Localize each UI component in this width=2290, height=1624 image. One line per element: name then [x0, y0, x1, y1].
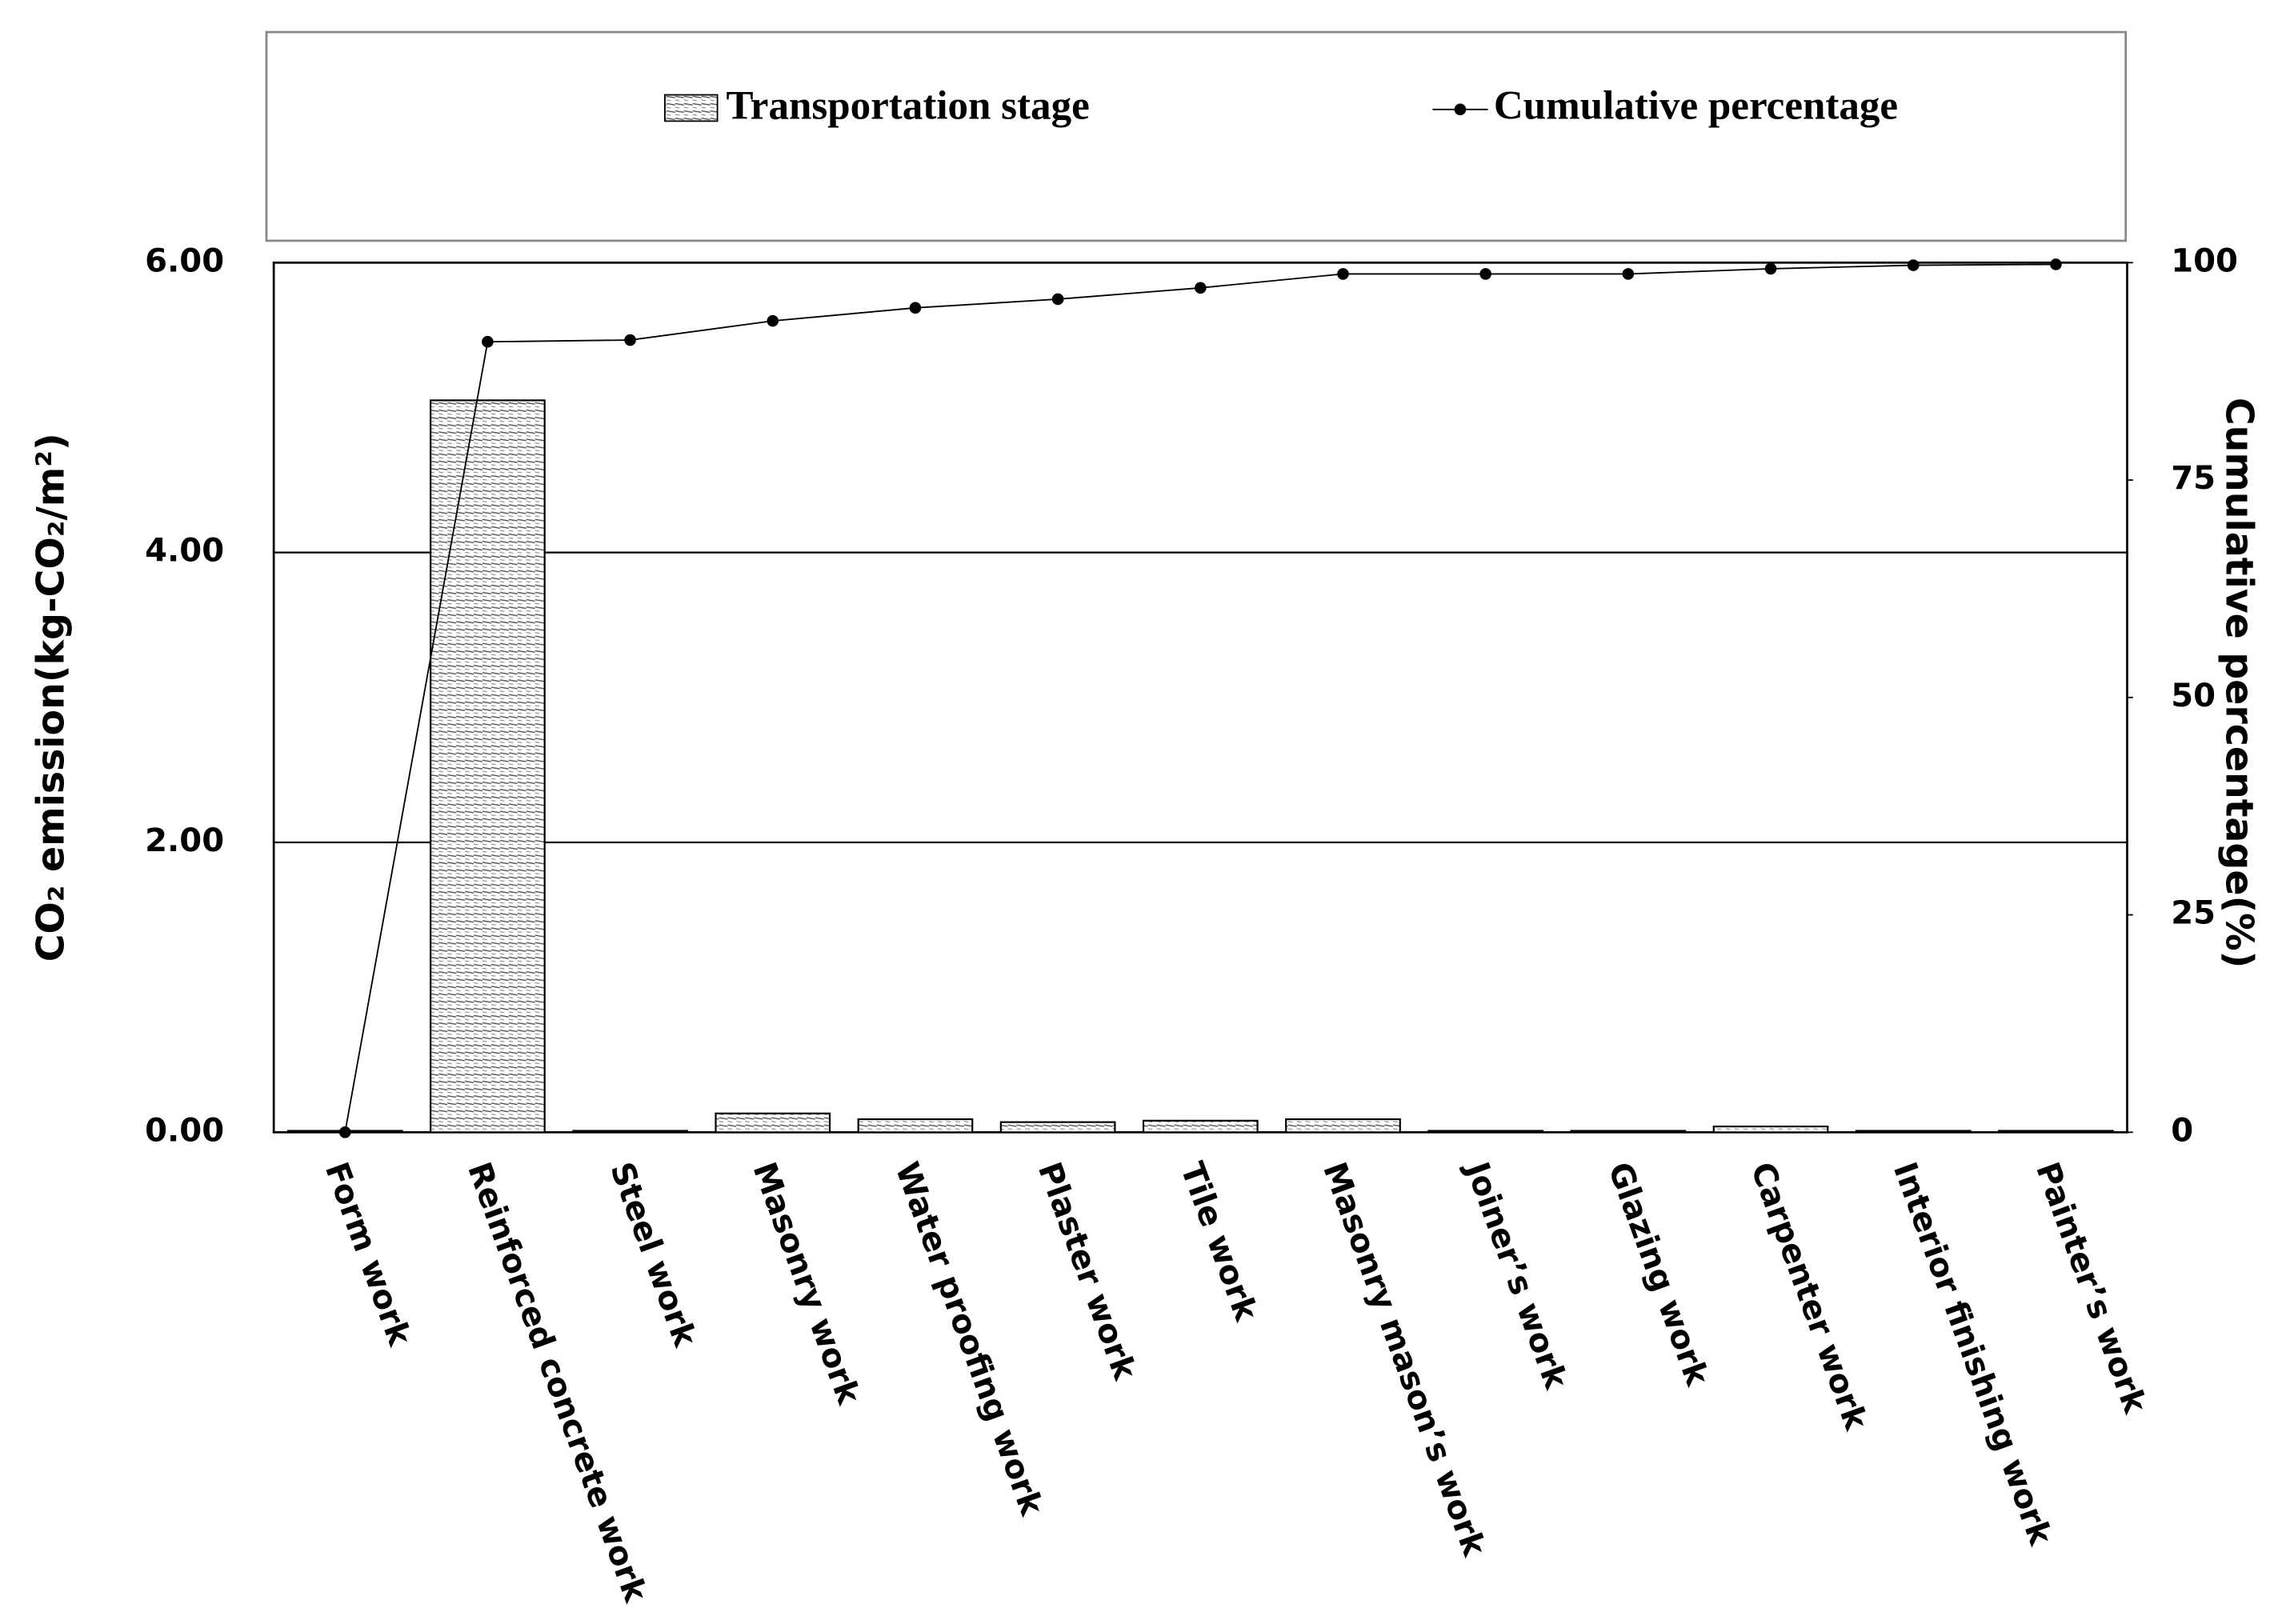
- bar: [1998, 1130, 2114, 1134]
- bar: [1570, 1130, 1687, 1134]
- x-tick-label: Painter’s work: [2028, 1158, 2153, 1419]
- y-tick-label: 4.00: [145, 533, 224, 570]
- x-tick-label: Tile work: [1173, 1158, 1265, 1327]
- legend-swatch: [664, 94, 719, 122]
- y2-tick-label: 0: [2171, 1112, 2193, 1149]
- line-point: [1051, 293, 1064, 306]
- line-point: [482, 335, 494, 348]
- legend-point: [1454, 103, 1467, 116]
- x-tick-label: Interior finishing work: [1886, 1158, 2059, 1551]
- y2-tick-label: 100: [2171, 242, 2238, 279]
- legend-box: [265, 30, 2128, 242]
- x-tick-label: Joiner’s work: [1457, 1155, 1574, 1394]
- x-tick-label: Carpenter work: [1744, 1158, 1875, 1436]
- y2-axis-title: Cumulative percentage(%): [2216, 398, 2260, 968]
- x-tick-label: Masonry work: [745, 1158, 867, 1410]
- bar: [430, 399, 546, 1134]
- x-tick-label: Glazing work: [1601, 1158, 1716, 1391]
- plot-frame: [272, 261, 2128, 1134]
- bar: [1142, 1119, 1259, 1134]
- line-point: [1479, 268, 1491, 280]
- line-point: [624, 334, 636, 346]
- line-point: [1764, 262, 1777, 275]
- bar: [572, 1130, 688, 1134]
- bar: [1285, 1118, 1401, 1134]
- x-tick-label: Steel work: [603, 1158, 703, 1353]
- bar: [715, 1112, 831, 1134]
- line-point: [338, 1126, 351, 1138]
- x-tick-label: Plaster work: [1031, 1158, 1143, 1386]
- line-point: [1337, 268, 1349, 280]
- line: [344, 263, 2056, 1133]
- line-point: [909, 302, 922, 314]
- y2-tick-label: 75: [2171, 460, 2216, 497]
- line-point: [1622, 268, 1635, 280]
- legend-label: Transportation stage: [727, 83, 1090, 129]
- x-tick-label: Form work: [318, 1158, 418, 1351]
- line-point: [767, 314, 779, 327]
- bar: [999, 1121, 1116, 1134]
- y-tick-label: 6.00: [145, 242, 224, 279]
- line-point: [1195, 282, 1207, 294]
- y-tick-label: 2.00: [145, 822, 224, 859]
- line-point: [1907, 259, 1920, 271]
- x-tick-label: Water proofing work: [888, 1158, 1051, 1522]
- y2-tick-label: 50: [2171, 678, 2216, 714]
- bar: [857, 1118, 974, 1134]
- line-point: [2050, 258, 2062, 270]
- bar: [1855, 1130, 1972, 1134]
- y2-tick-label: 25: [2171, 895, 2216, 932]
- bar: [1427, 1130, 1544, 1134]
- y-axis-title: CO₂ emission(kg-CO₂/m²): [30, 433, 74, 962]
- bar: [1712, 1126, 1829, 1134]
- legend-label: Cumulative percentage: [1494, 83, 1898, 129]
- x-tick-label: Masonry mason’s work: [1315, 1158, 1492, 1562]
- y-tick-label: 0.00: [145, 1112, 224, 1149]
